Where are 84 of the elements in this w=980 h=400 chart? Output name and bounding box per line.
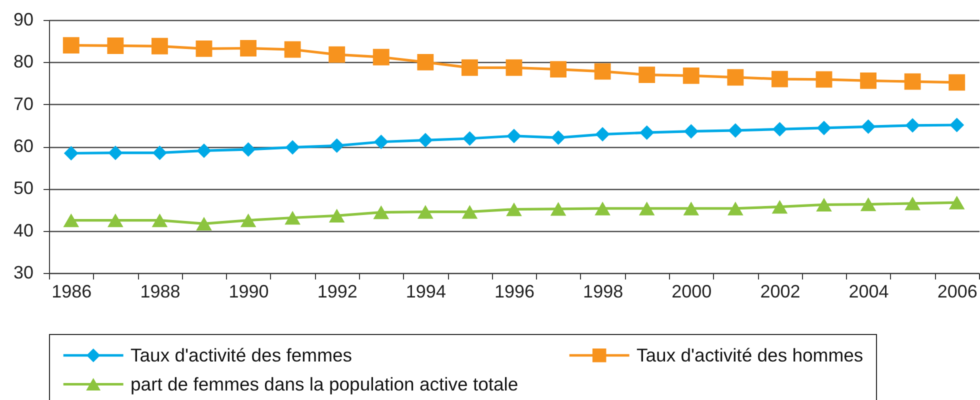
point <box>418 132 433 148</box>
point <box>551 130 566 145</box>
point <box>418 205 434 219</box>
x-tick-label: 1992 <box>317 282 358 302</box>
point <box>196 40 212 57</box>
x-tick-label: 1994 <box>406 282 446 302</box>
point <box>506 59 522 76</box>
point <box>861 119 876 134</box>
point <box>948 196 965 210</box>
point <box>152 38 168 54</box>
point <box>328 46 346 63</box>
point <box>284 210 300 225</box>
point <box>684 124 698 139</box>
point <box>728 123 743 138</box>
point <box>816 120 832 136</box>
point <box>196 143 212 158</box>
point <box>772 200 788 214</box>
x-tick-label: 1988 <box>140 282 180 302</box>
point <box>816 71 832 88</box>
y-tick-label: 50 <box>13 178 34 198</box>
legend-label: Taux d'activité des femmes <box>130 344 352 366</box>
point <box>550 202 566 216</box>
y-tick-label: 40 <box>13 220 34 240</box>
x-tick-label: 1990 <box>228 282 269 302</box>
point <box>727 69 744 86</box>
point <box>240 40 256 56</box>
point <box>904 73 921 90</box>
point <box>64 146 78 160</box>
point <box>152 213 168 228</box>
y-tick-label: 30 <box>13 262 34 282</box>
point <box>108 213 124 228</box>
point <box>241 142 256 157</box>
x-tick-label: 2006 <box>937 282 978 302</box>
point <box>462 59 478 76</box>
point <box>594 63 611 80</box>
point <box>860 72 876 89</box>
point <box>950 118 964 132</box>
point <box>240 213 256 228</box>
point <box>462 131 477 146</box>
point <box>152 146 167 160</box>
point <box>594 202 610 216</box>
point <box>506 202 522 216</box>
point <box>728 202 744 216</box>
y-tick-label: 70 <box>13 94 34 114</box>
y-tick-label: 80 <box>13 52 34 72</box>
point <box>772 70 788 88</box>
legend-label: Taux d'activité des hommes <box>636 344 864 366</box>
point <box>373 205 390 220</box>
point <box>595 127 610 142</box>
point <box>550 61 566 78</box>
point <box>816 198 832 212</box>
point <box>372 48 390 66</box>
point <box>330 138 344 153</box>
point <box>638 202 655 216</box>
x-tick-label: 1996 <box>494 282 535 302</box>
point <box>374 134 388 150</box>
point <box>683 202 700 216</box>
point <box>640 125 654 140</box>
y-tick-label: 90 <box>13 10 34 30</box>
x-tick-label: 2004 <box>848 282 889 302</box>
point <box>107 38 124 54</box>
x-tick-label: 2000 <box>672 282 712 302</box>
point <box>62 37 80 54</box>
x-tick-label: 1998 <box>583 282 624 302</box>
point <box>905 118 920 133</box>
legend-label: part de femmes dans la population active totale <box>130 373 518 394</box>
point <box>638 66 656 84</box>
point <box>63 213 80 228</box>
point <box>417 54 434 70</box>
point <box>285 140 300 155</box>
point <box>462 205 478 219</box>
point <box>682 67 700 84</box>
point <box>506 128 522 144</box>
point <box>108 146 123 160</box>
point <box>328 208 345 222</box>
point <box>772 122 787 136</box>
y-tick-label: 60 <box>13 136 34 156</box>
point <box>860 197 876 212</box>
x-tick-label: 2002 <box>760 282 800 302</box>
point <box>948 74 966 91</box>
point <box>904 196 920 210</box>
point <box>196 216 212 231</box>
point <box>284 41 301 58</box>
x-tick-label: 1986 <box>52 282 92 302</box>
